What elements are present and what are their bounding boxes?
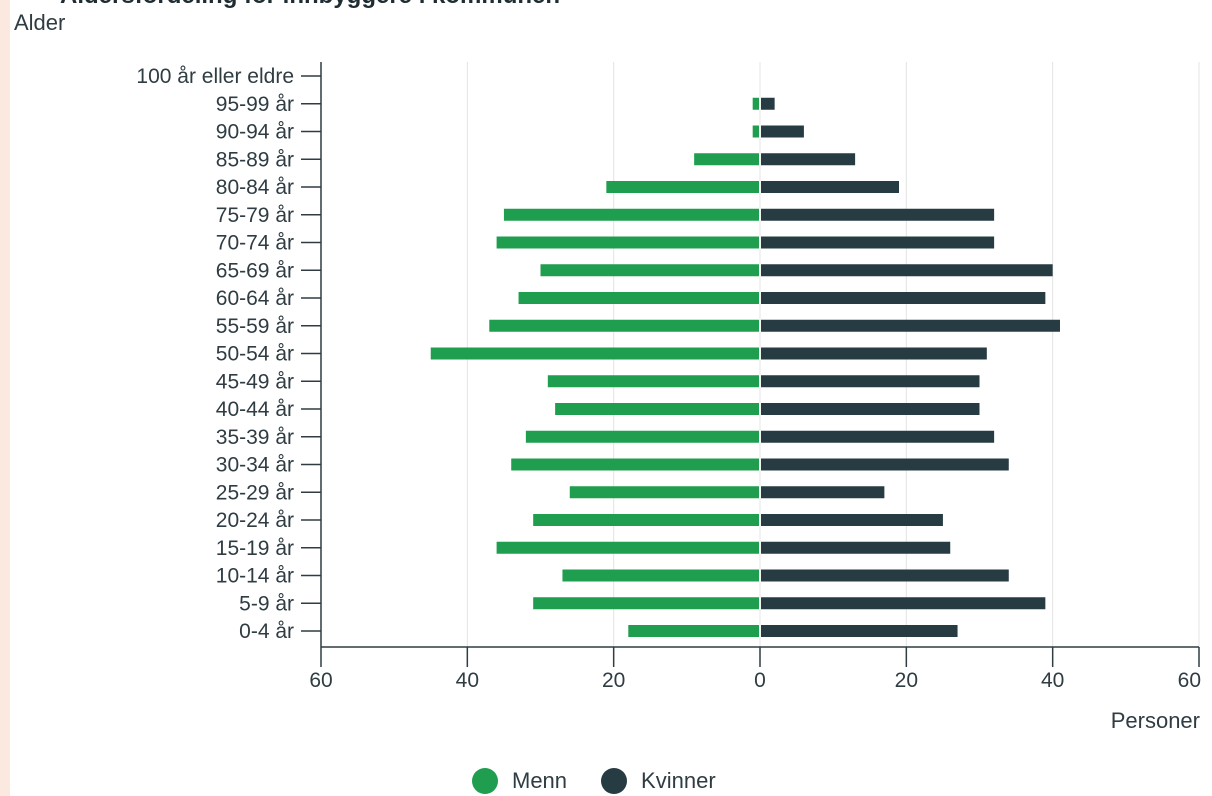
- axes: [301, 62, 1200, 667]
- bar-menn: [503, 208, 759, 221]
- bar-menn: [547, 375, 759, 388]
- bar-kvinner: [761, 375, 980, 388]
- y-tick-label: 75-79 år: [216, 204, 294, 227]
- legend-item-kvinner[interactable]: Kvinner: [601, 768, 716, 794]
- tick-labels: 100 år eller eldre 95-99 år 90-94 år 85-89 …: [136, 65, 1201, 692]
- x-axis-title: Personer: [1111, 708, 1200, 733]
- bar-kvinner: [761, 347, 987, 360]
- bars: [430, 97, 1060, 637]
- y-tick-label: 5-9 år: [239, 592, 294, 615]
- bar-menn: [628, 625, 759, 637]
- bar-menn: [430, 347, 759, 360]
- bar-kvinner: [761, 236, 995, 249]
- bar-kvinner: [761, 208, 995, 221]
- bar-menn: [540, 264, 759, 277]
- y-tick-label: 55-59 år: [216, 315, 294, 338]
- x-tick-label: 20: [895, 669, 918, 692]
- bar-kvinner: [761, 292, 1046, 304]
- bar-kvinner: [761, 625, 958, 637]
- x-tick-label: 0: [754, 669, 766, 692]
- bar-kvinner: [761, 430, 995, 443]
- legend-swatch-kvinner: [601, 768, 628, 794]
- legend-swatch-menn: [472, 768, 498, 794]
- bar-menn: [533, 597, 759, 610]
- y-tick-label: 65-69 år: [216, 259, 294, 282]
- bar-menn: [525, 430, 759, 443]
- y-tick-label: 50-54 år: [216, 343, 294, 366]
- y-tick-label: 95-99 år: [216, 93, 294, 116]
- y-tick-label: 85-89 år: [216, 148, 294, 171]
- bar-kvinner: [761, 319, 1060, 332]
- y-tick-label: 45-49 år: [216, 370, 294, 393]
- bar-kvinner: [761, 97, 775, 110]
- bar-kvinner: [761, 403, 980, 415]
- bar-menn: [518, 292, 759, 304]
- x-tick-label: 20: [602, 669, 625, 692]
- y-tick-label: 70-74 år: [216, 232, 294, 255]
- y-tick-label: 0-4 år: [239, 620, 294, 643]
- bar-menn: [496, 541, 759, 554]
- y-axis-title: Alder: [14, 10, 66, 35]
- y-tick-label: 60-64 år: [216, 287, 294, 310]
- population-pyramid-chart: 100 år eller eldre 95-99 år 90-94 år 85-89 …: [136, 62, 1201, 733]
- bar-kvinner: [761, 514, 943, 526]
- bar-menn: [569, 486, 759, 499]
- bar-kvinner: [761, 458, 1009, 471]
- bar-menn: [533, 514, 759, 526]
- bar-menn: [555, 403, 759, 415]
- legend-label-kvinner: Kvinner: [641, 768, 716, 793]
- y-tick-label: 40-44 år: [216, 398, 294, 421]
- bar-menn: [694, 153, 759, 166]
- bar-kvinner: [761, 541, 951, 554]
- legend-item-menn[interactable]: Menn: [472, 768, 567, 794]
- bar-menn: [562, 569, 759, 582]
- bar-menn: [511, 458, 759, 471]
- x-tick-label: 60: [309, 669, 332, 692]
- bar-menn: [496, 236, 759, 249]
- y-tick-label: 35-39 år: [216, 426, 294, 449]
- bar-kvinner: [761, 181, 900, 193]
- left-accent-strip: [0, 0, 10, 796]
- y-tick-label: 80-84 år: [216, 176, 294, 199]
- legend-label-menn: Menn: [512, 768, 568, 793]
- chart-title-partial: Aldersfordeling for innbyggere i kommune…: [60, 0, 560, 10]
- bar-kvinner: [761, 486, 885, 499]
- x-tick-label: 40: [1041, 669, 1064, 692]
- bar-menn: [752, 97, 759, 110]
- y-tick-label: 20-24 år: [216, 509, 294, 532]
- bar-kvinner: [761, 153, 856, 166]
- bar-menn: [606, 181, 759, 193]
- y-tick-label: 10-14 år: [216, 565, 294, 588]
- y-tick-label: 30-34 år: [216, 454, 294, 477]
- x-tick-label: 40: [456, 669, 479, 692]
- bar-kvinner: [761, 569, 1009, 582]
- x-tick-label: 60: [1178, 669, 1201, 692]
- bar-kvinner: [761, 597, 1046, 610]
- y-tick-label: 25-29 år: [216, 481, 294, 504]
- y-tick-label: 90-94 år: [216, 121, 294, 144]
- bar-kvinner: [761, 264, 1053, 277]
- y-tick-label: 100 år eller eldre: [136, 65, 294, 88]
- y-tick-label: 15-19 år: [216, 537, 294, 560]
- bar-menn: [489, 319, 759, 332]
- bar-menn: [752, 125, 759, 138]
- bar-kvinner: [761, 125, 804, 138]
- legend: Menn Kvinner: [472, 768, 716, 794]
